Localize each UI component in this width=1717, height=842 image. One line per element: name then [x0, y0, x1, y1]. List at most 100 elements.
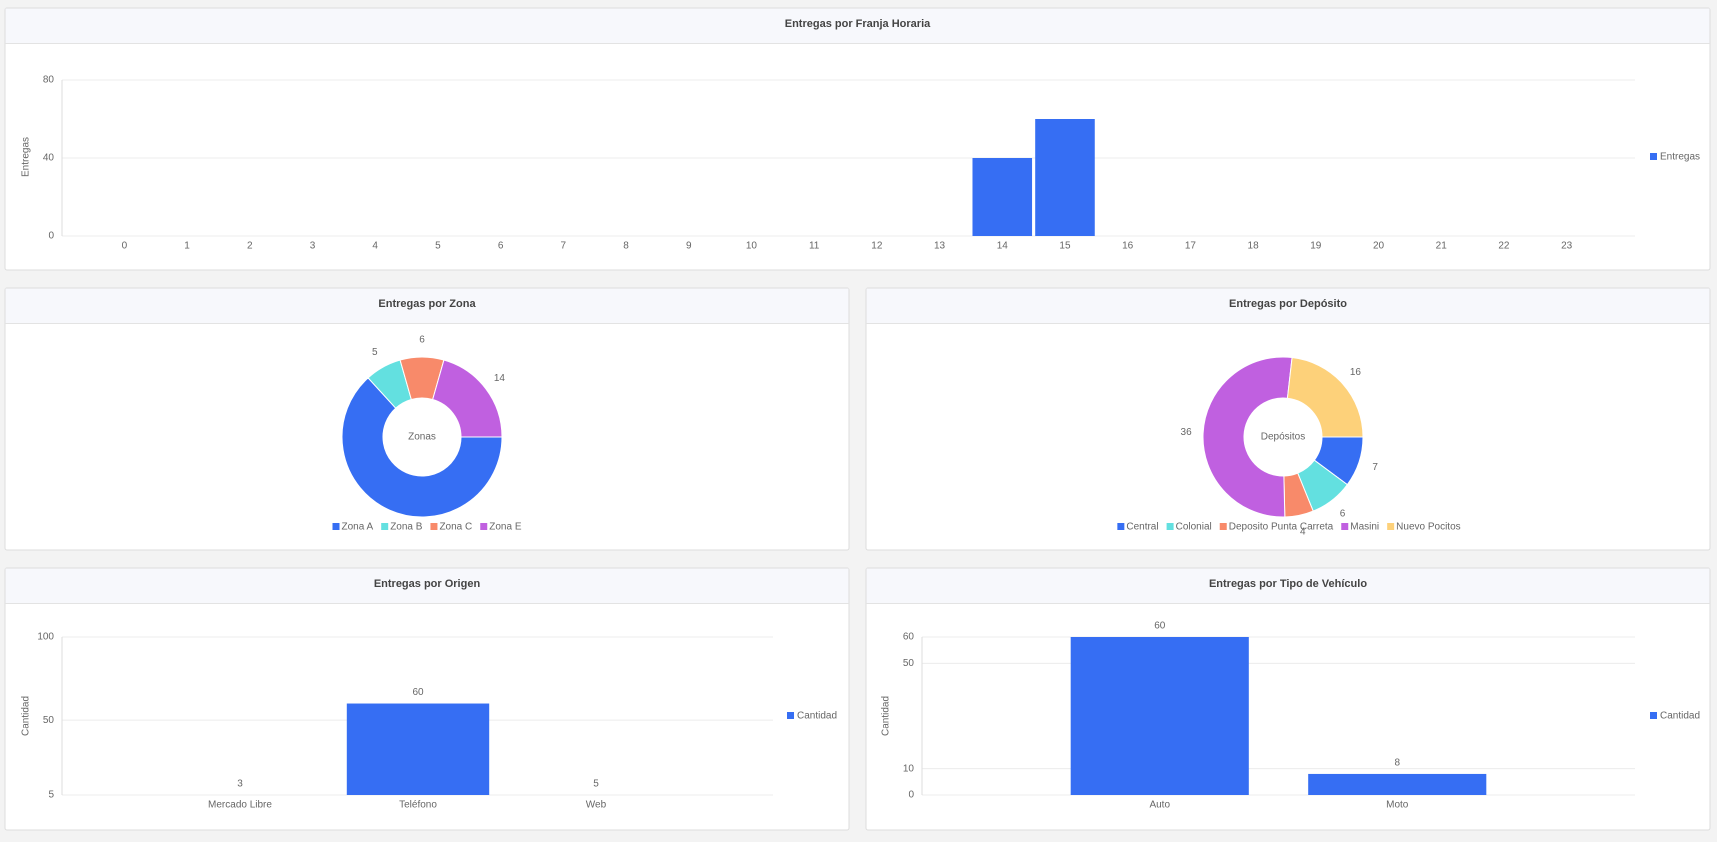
data-label: 3: [237, 779, 243, 790]
x-tick-label: 1: [184, 241, 190, 252]
y-tick-label: 10: [903, 763, 915, 774]
x-tick-label: 22: [1498, 241, 1510, 252]
y-tick-label: 50: [903, 658, 915, 669]
x-tick-label: 9: [686, 241, 692, 252]
legend-label: Nuevo Pocitos: [1396, 522, 1460, 533]
x-tick-label: Mercado Libre: [208, 800, 272, 811]
data-label: 60: [412, 687, 424, 698]
y-axis-label: Entregas: [21, 137, 32, 177]
legend-swatch: [787, 712, 794, 719]
y-tick-label: 50: [43, 715, 55, 726]
panel: [4, 287, 850, 551]
legend-swatch: [1219, 523, 1227, 530]
legend-swatch: [1650, 153, 1657, 160]
bar: [1070, 637, 1249, 795]
legend-label: Zona A: [342, 522, 374, 533]
y-tick-label: 80: [43, 75, 55, 86]
y-tick-label: 0: [908, 790, 914, 801]
x-tick-label: 17: [1185, 241, 1197, 252]
data-label: 16: [1350, 367, 1362, 378]
legend-label: Colonial: [1176, 522, 1212, 533]
data-label: 5: [593, 779, 599, 790]
legend-label: Central: [1126, 522, 1158, 533]
legend-swatch: [1387, 523, 1395, 530]
panel-header: [866, 568, 1710, 604]
legend-label: Deposito Punta Carreta: [1229, 522, 1334, 533]
legend-label: Zona E: [489, 522, 522, 533]
x-tick-label: 18: [1248, 241, 1260, 252]
legend-swatch: [332, 523, 340, 530]
bar: [1035, 119, 1095, 236]
data-label: 6: [1340, 508, 1346, 519]
x-tick-label: 12: [871, 241, 883, 252]
legend-label: Zona B: [390, 522, 423, 533]
x-tick-label: 14: [997, 241, 1009, 252]
y-tick-label: 40: [43, 153, 55, 164]
bars: [972, 119, 1095, 236]
donut-slice: [432, 359, 503, 438]
data-label: 14: [494, 373, 506, 384]
legend-label: Cantidad: [1660, 711, 1700, 722]
legend-label: Zona C: [439, 522, 472, 533]
x-tick-label: 21: [1436, 241, 1448, 252]
x-tick-label: Moto: [1386, 800, 1409, 811]
panel-title: Entregas por Tipo de Vehículo: [1209, 578, 1367, 590]
y-tick-label: 5: [48, 790, 54, 801]
center-text: Depósitos: [1261, 432, 1305, 443]
x-tick-label: 8: [623, 241, 629, 252]
data-label: 60: [1154, 621, 1166, 632]
y-axis-label: Cantidad: [21, 696, 32, 736]
data-label: 5: [372, 347, 378, 358]
panel-title: Entregas por Franja Horaria: [785, 18, 931, 30]
y-axis-label: Cantidad: [881, 696, 892, 736]
legend-label: Cantidad: [797, 711, 837, 722]
data-label: 8: [1394, 758, 1400, 769]
panel: [865, 567, 1711, 831]
x-tick-label: 13: [934, 241, 946, 252]
panel-title: Entregas por Origen: [374, 578, 481, 590]
x-tick-label: 11: [809, 241, 820, 252]
x-tick-label: 4: [372, 241, 378, 252]
x-tick-label: 20: [1373, 241, 1385, 252]
x-tick-label: 3: [310, 241, 316, 252]
center-text: Zonas: [408, 432, 436, 443]
donut-slice: [1202, 356, 1293, 518]
x-tick-label: 19: [1310, 241, 1322, 252]
x-tick-label: 15: [1059, 241, 1071, 252]
legend-swatch: [480, 523, 488, 530]
panel-title: Entregas por Zona: [378, 298, 476, 310]
bars: [346, 703, 490, 795]
panel: [4, 7, 1711, 271]
bar: [346, 703, 490, 795]
x-tick-label: 6: [498, 241, 504, 252]
data-label: 4: [1300, 527, 1306, 538]
panel-header: [5, 288, 849, 324]
x-tick-label: Web: [586, 800, 607, 811]
legend-swatch: [1117, 523, 1125, 530]
y-tick-label: 60: [903, 632, 915, 643]
y-tick-label: 100: [37, 632, 54, 643]
panel: [865, 287, 1711, 551]
x-tick-label: 16: [1122, 241, 1134, 252]
data-label: 7: [1372, 462, 1378, 473]
bars: [1070, 637, 1487, 795]
data-label: 36: [1181, 427, 1193, 438]
panel-header: [5, 8, 1710, 44]
legend-label: Masini: [1350, 522, 1379, 533]
y-tick-label: 0: [48, 231, 54, 242]
legend: Zona A Zona B Zona C Zona E: [332, 522, 522, 533]
legend-label: Entregas: [1660, 152, 1700, 163]
legend-swatch: [1166, 523, 1174, 530]
x-tick-label: Auto: [1149, 800, 1170, 811]
x-tick-label: 7: [561, 241, 567, 252]
legend-swatch: [430, 523, 438, 530]
legend: Central Colonial Deposito Punta Carreta Mas…: [1117, 522, 1461, 533]
bar: [1308, 773, 1487, 795]
x-tick-label: 23: [1561, 241, 1573, 252]
x-tick-label: 2: [247, 241, 253, 252]
panel-header: [5, 568, 849, 604]
donut-slice: [1286, 356, 1364, 438]
x-tick-label: 5: [435, 241, 441, 252]
x-tick-label: 0: [122, 241, 128, 252]
